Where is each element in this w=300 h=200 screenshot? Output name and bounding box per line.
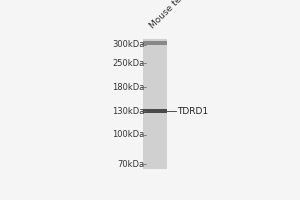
Text: 300kDa: 300kDa [112, 40, 145, 49]
Text: 180kDa: 180kDa [112, 83, 145, 92]
Text: 250kDa: 250kDa [112, 59, 145, 68]
Bar [143, 109, 167, 113]
Text: 100kDa: 100kDa [112, 130, 145, 139]
Bar [143, 39, 167, 169]
Text: 130kDa: 130kDa [112, 107, 145, 116]
Text: 70kDa: 70kDa [117, 160, 145, 169]
Text: Mouse testis: Mouse testis [148, 0, 195, 30]
Text: TDRD1: TDRD1 [177, 107, 208, 116]
Bar [143, 41, 167, 45]
